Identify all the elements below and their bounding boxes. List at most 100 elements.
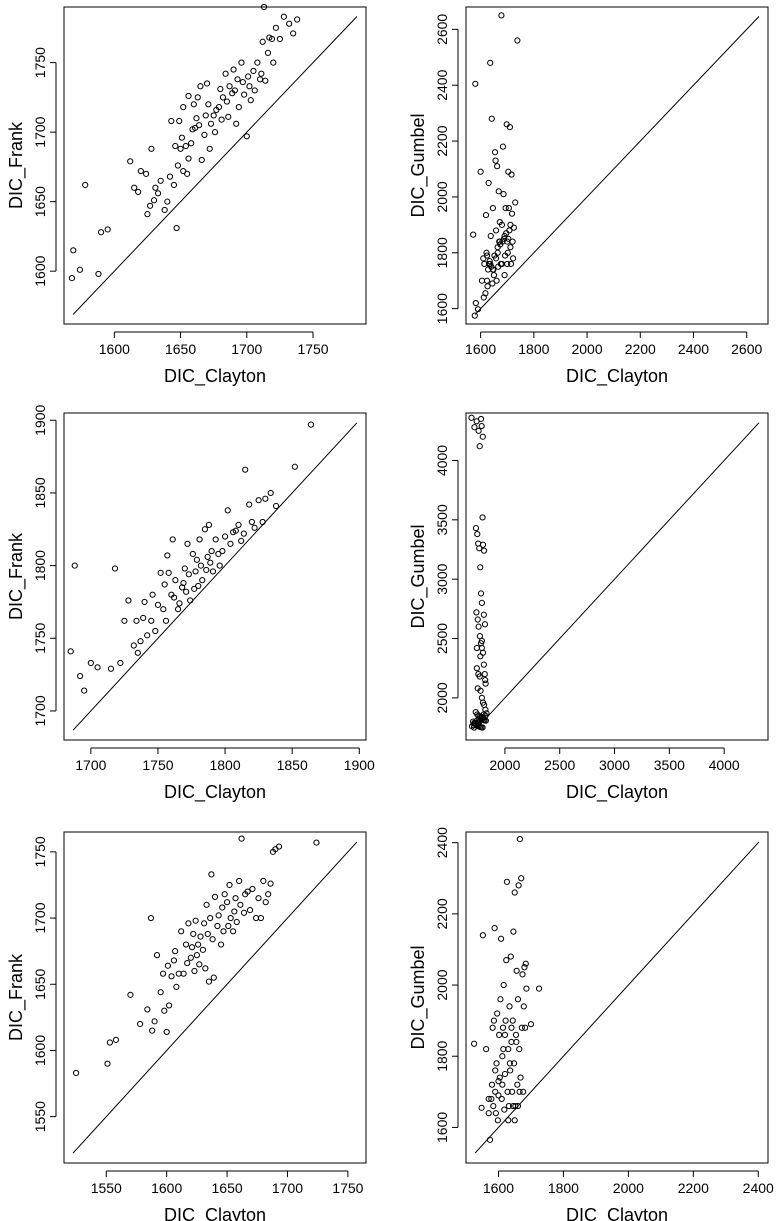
y-axis-title: DIC_Frank: [6, 121, 27, 209]
data-point: [508, 1024, 515, 1031]
data-point: [223, 899, 231, 906]
data-point: [516, 836, 524, 843]
data-point: [280, 13, 287, 20]
y-tick-label: 1600: [32, 1035, 48, 1066]
data-point: [267, 489, 274, 497]
data-point: [516, 1088, 523, 1095]
data-point: [498, 12, 505, 19]
data-point: [494, 1117, 501, 1124]
data-point: [81, 687, 88, 694]
data-point: [194, 94, 201, 101]
data-point: [470, 231, 477, 238]
data-point: [479, 541, 487, 548]
y-tick-label: 2000: [434, 969, 450, 1000]
data-point: [245, 73, 252, 80]
data-point: [505, 235, 512, 242]
data-point: [487, 260, 494, 268]
y-tick-label: 1800: [434, 237, 450, 268]
y-tick-label: 1700: [32, 902, 48, 933]
data-point: [509, 255, 517, 262]
data-point: [190, 101, 197, 108]
data-point: [251, 87, 258, 94]
data-point: [235, 104, 242, 111]
data-point: [217, 85, 224, 93]
data-point: [499, 1024, 507, 1031]
data-point: [507, 1067, 514, 1074]
data-point: [479, 433, 486, 440]
data-point: [154, 601, 162, 608]
data-point: [223, 98, 231, 105]
data-point: [166, 173, 174, 180]
scatter-panel: 1700 1750 1800 1850 1900 1700 1750 1800 1850 1900…: [6, 404, 375, 803]
data-point: [506, 227, 513, 234]
data-point: [127, 158, 134, 165]
data-point: [511, 889, 518, 896]
data-point: [485, 1095, 492, 1103]
data-point: [177, 145, 184, 152]
data-point: [307, 421, 315, 428]
data-point: [512, 1102, 519, 1110]
data-point: [178, 928, 185, 935]
data-point: [499, 1053, 506, 1060]
data-point: [507, 953, 514, 960]
plot-frame: [63, 6, 367, 325]
y-tick-label: 2600: [434, 14, 450, 45]
x-tick-label: 2600: [731, 341, 762, 357]
data-point: [501, 1070, 509, 1078]
x-tick-label: 2000: [571, 341, 602, 357]
data-point: [71, 562, 78, 569]
y-tick-label: 2000: [434, 682, 450, 713]
x-tick-label: 2200: [678, 1180, 709, 1196]
data-point: [137, 167, 144, 175]
y-tick-label: 1900: [32, 404, 48, 435]
data-point: [204, 553, 211, 560]
data-point: [217, 941, 225, 948]
data-point: [169, 536, 176, 543]
x-tick-label: 1700: [272, 1180, 303, 1196]
data-point: [481, 671, 488, 678]
x-tick-label: 3000: [599, 757, 630, 773]
data-point: [185, 920, 192, 927]
data-point: [473, 644, 480, 652]
data-point: [170, 594, 178, 601]
data-point: [237, 901, 244, 908]
data-point: [268, 35, 276, 43]
data-point: [172, 948, 179, 955]
data-point: [215, 912, 222, 919]
data-point: [496, 1031, 503, 1038]
data-point: [218, 116, 225, 123]
data-point: [137, 1020, 144, 1028]
data-point: [216, 562, 223, 569]
y-tick-label: 2000: [434, 181, 450, 212]
x-tick-label: 2000: [489, 757, 520, 773]
data-point: [240, 530, 247, 537]
data-point: [483, 1046, 490, 1053]
data-point: [206, 145, 213, 152]
data-point: [476, 673, 483, 680]
y-tick-label: 4000: [434, 445, 450, 476]
data-point: [131, 184, 138, 191]
data-point: [489, 280, 496, 287]
data-point: [478, 277, 486, 284]
data-point: [125, 597, 132, 604]
data-point: [492, 227, 500, 234]
data-point: [479, 514, 486, 521]
data-point: [483, 277, 491, 284]
data-point: [215, 550, 222, 558]
data-point: [133, 617, 140, 624]
scatter-panel: 2000 2500 3000 3500 4000 2000 2500 3000 3500 4000…: [408, 412, 769, 803]
data-point: [478, 637, 485, 644]
data-point: [149, 1027, 156, 1034]
identity-line: [474, 841, 760, 1154]
data-point: [67, 648, 74, 655]
data-point: [173, 224, 180, 232]
data-point: [204, 930, 211, 938]
data-point: [127, 991, 134, 998]
data-point: [515, 882, 522, 889]
x-axis-title: DIC_Clayton: [164, 1205, 266, 1221]
data-point: [520, 1088, 527, 1095]
scatter-panel: 1600 1800 2000 2200 2400 1600 1800 2000 2200 2400…: [408, 827, 774, 1221]
data-point: [68, 275, 76, 282]
data-point: [480, 611, 487, 618]
